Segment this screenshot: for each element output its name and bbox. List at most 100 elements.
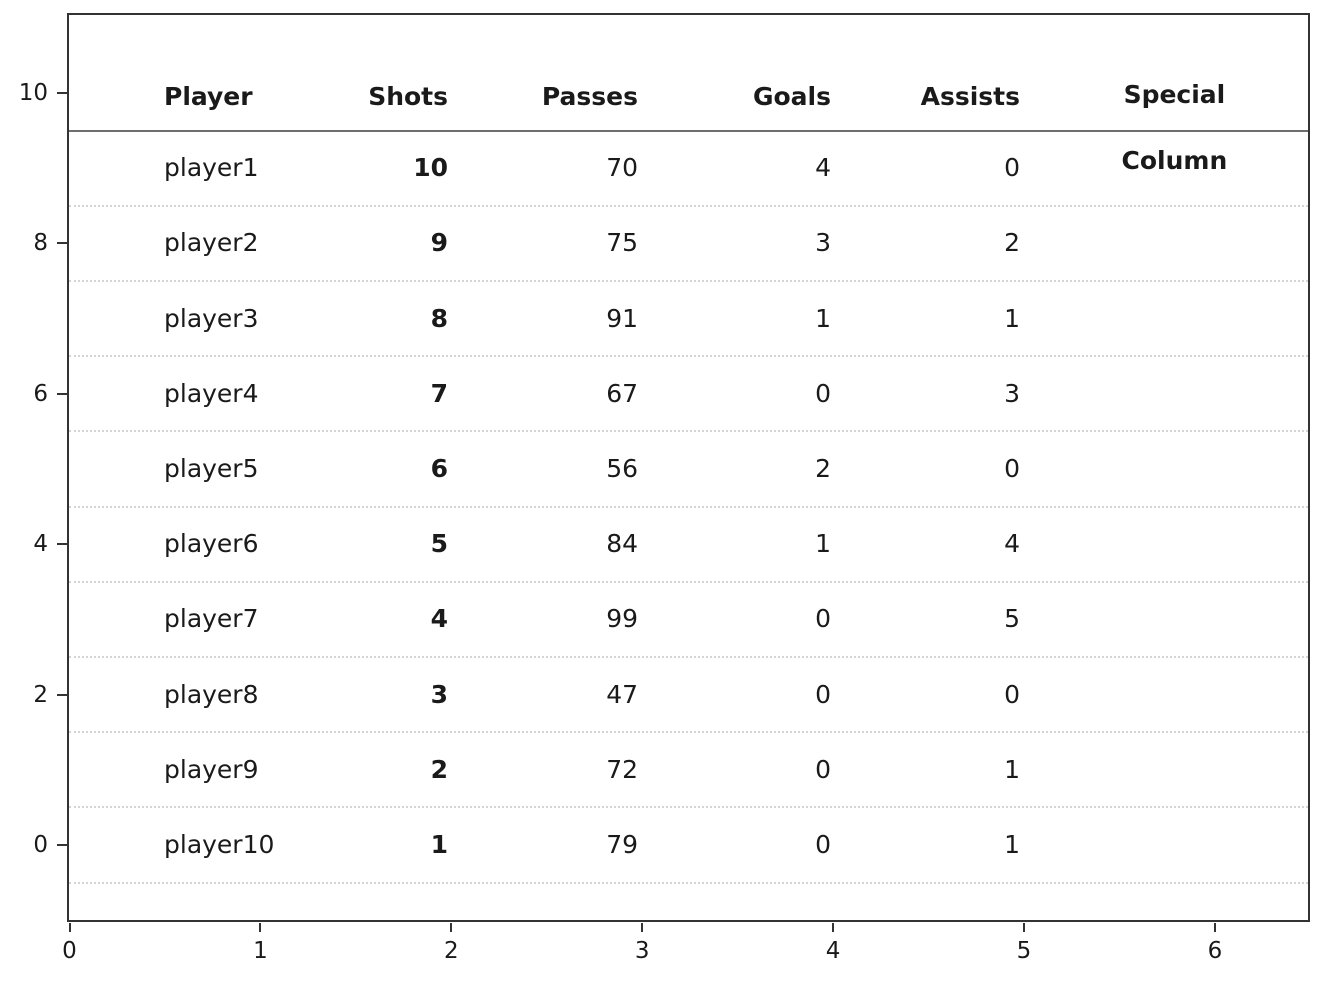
- cell-assists: 0: [1004, 454, 1020, 483]
- cell-assists: 1: [1004, 830, 1020, 859]
- cell-goals: 0: [815, 378, 831, 408]
- cell-special: [1082, 754, 1232, 786]
- y-tick-mark: [57, 693, 68, 696]
- x-tick-label: 0: [62, 938, 77, 964]
- cell-player: player2: [164, 228, 259, 258]
- cell-goals: 0: [815, 754, 831, 784]
- y-tick-mark: [57, 543, 68, 546]
- x-tick-label: 5: [1016, 938, 1032, 964]
- cell-passes: 70: [606, 153, 638, 183]
- y-tick-label: 0: [33, 832, 48, 858]
- cell-special: [1082, 679, 1232, 711]
- cell-goals: 0: [815, 830, 831, 859]
- y-tick-label: 6: [33, 380, 48, 407]
- column-header-goals: Goals: [752, 82, 831, 111]
- x-tick-mark: [832, 923, 835, 932]
- cell-player: player3: [164, 303, 259, 333]
- cell-shots: 6: [430, 454, 448, 483]
- cell-shots: 1: [430, 830, 448, 859]
- cell-assists: 4: [1004, 529, 1020, 559]
- row-separator-gridline: [69, 505, 1308, 508]
- column-header-assists: Assists: [920, 82, 1020, 111]
- cell-player: player5: [164, 454, 259, 483]
- column-header-special-column: Special Column: [1082, 45, 1232, 210]
- cell-passes: 84: [606, 529, 638, 559]
- cell-shots: 9: [430, 228, 448, 258]
- y-tick-label: 10: [18, 80, 48, 106]
- cell-goals: 3: [815, 228, 831, 258]
- y-tick-label: 2: [33, 681, 48, 708]
- cell-special: [1082, 378, 1232, 410]
- plot-frame: [67, 13, 1310, 922]
- cell-special: [1082, 453, 1232, 485]
- row-separator-gridline: [69, 881, 1308, 884]
- cell-shots: 2: [430, 754, 448, 784]
- cell-special: [1082, 528, 1232, 560]
- column-header-shots: Shots: [368, 82, 448, 111]
- x-tick-label: 6: [1207, 938, 1223, 964]
- row-separator-gridline: [69, 731, 1308, 734]
- cell-player: player10: [164, 830, 275, 859]
- cell-assists: 1: [1004, 754, 1020, 784]
- row-separator-gridline: [69, 806, 1308, 809]
- special-column-line1: Special: [1123, 80, 1226, 109]
- y-tick-mark: [57, 242, 68, 245]
- x-tick-label: 1: [253, 938, 268, 964]
- cell-player: player4: [164, 378, 259, 408]
- row-separator-gridline: [69, 430, 1308, 433]
- row-separator-gridline: [69, 280, 1308, 282]
- row-separator-gridline: [69, 355, 1308, 358]
- cell-special: [1082, 829, 1232, 861]
- cell-assists: 3: [1004, 378, 1020, 408]
- x-tick-label: 4: [825, 938, 841, 964]
- cell-special: [1082, 152, 1232, 184]
- table-header-rule: [69, 130, 1308, 132]
- y-tick-mark: [57, 844, 68, 846]
- x-tick-mark: [68, 923, 71, 932]
- cell-shots: 4: [430, 604, 448, 634]
- x-tick-mark: [450, 923, 453, 932]
- cell-shots: 3: [430, 679, 448, 709]
- cell-assists: 2: [1004, 228, 1020, 258]
- y-tick-mark: [57, 392, 68, 395]
- x-tick-mark: [1213, 923, 1216, 932]
- cell-goals: 0: [815, 604, 831, 634]
- cell-passes: 72: [606, 754, 638, 784]
- cell-goals: 1: [815, 303, 831, 333]
- cell-goals: 0: [815, 679, 831, 709]
- cell-passes: 99: [606, 604, 638, 634]
- cell-shots: 8: [430, 303, 448, 333]
- column-header-passes: Passes: [541, 82, 638, 111]
- cell-player: player8: [164, 679, 259, 709]
- cell-goals: 2: [815, 454, 831, 483]
- y-tick-mark: [57, 92, 68, 94]
- row-separator-gridline: [69, 204, 1308, 207]
- cell-player: player7: [164, 604, 259, 634]
- cell-assists: 1: [1004, 303, 1020, 333]
- cell-passes: 79: [606, 830, 638, 859]
- cell-special: [1082, 303, 1232, 335]
- cell-player: player6: [164, 529, 259, 559]
- cell-special: [1082, 227, 1232, 259]
- cell-shots: 7: [430, 378, 448, 408]
- cell-passes: 56: [606, 454, 638, 483]
- column-header-player: Player: [164, 82, 253, 111]
- cell-passes: 75: [606, 228, 638, 258]
- cell-player: player9: [164, 754, 259, 784]
- x-tick-label: 3: [634, 938, 650, 964]
- cell-player: player1: [164, 153, 259, 183]
- row-separator-gridline: [69, 580, 1308, 583]
- cell-shots: 10: [413, 153, 448, 183]
- cell-passes: 47: [606, 679, 638, 709]
- y-tick-label: 8: [33, 230, 48, 257]
- cell-passes: 67: [606, 378, 638, 408]
- cell-assists: 0: [1004, 679, 1020, 709]
- cell-passes: 91: [606, 303, 638, 333]
- x-tick-mark: [1023, 923, 1025, 932]
- cell-goals: 1: [815, 529, 831, 559]
- y-tick-label: 4: [33, 531, 48, 558]
- cell-shots: 5: [430, 529, 448, 559]
- cell-assists: 0: [1004, 153, 1020, 183]
- cell-goals: 4: [815, 153, 831, 183]
